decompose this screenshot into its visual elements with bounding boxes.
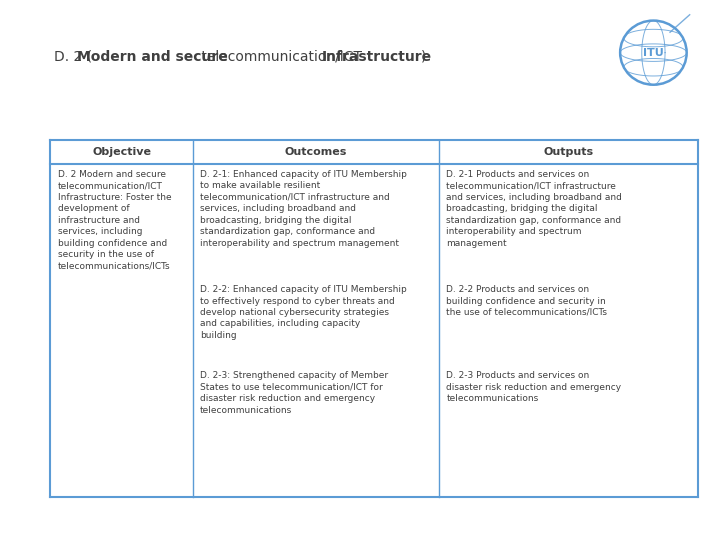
- Text: D. 2 (: D. 2 (: [54, 50, 92, 64]
- Text: D. 2-1 Products and services on
telecommunication/ICT infrastructure
and service: D. 2-1 Products and services on telecomm…: [446, 170, 622, 248]
- Text: Outputs: Outputs: [544, 147, 594, 157]
- Text: Outcomes: Outcomes: [285, 147, 347, 157]
- Text: D. 2-3 Products and services on
disaster risk reduction and emergency
telecommun: D. 2-3 Products and services on disaster…: [446, 372, 621, 403]
- Text: D. 2-1: Enhanced capacity of ITU Membership
to make available resilient
telecomm: D. 2-1: Enhanced capacity of ITU Members…: [200, 170, 407, 248]
- Text: Objective: Objective: [92, 147, 151, 157]
- Text: D. 2-2: Enhanced capacity of ITU Membership
to effectively respond to cyber thre: D. 2-2: Enhanced capacity of ITU Members…: [200, 285, 407, 340]
- Text: 54: 54: [13, 91, 30, 104]
- Text: ): ): [421, 50, 426, 64]
- Text: D. 2 Modern and secure
telecommunication/ICT
Infrastructure: Foster the
developm: D. 2 Modern and secure telecommunication…: [58, 170, 171, 271]
- Text: D. 2-3: Strengthened capacity of Member
States to use telecommunication/ICT for
: D. 2-3: Strengthened capacity of Member …: [200, 372, 388, 415]
- Text: telecommunication/ICT: telecommunication/ICT: [197, 50, 366, 64]
- Text: Modern and secure: Modern and secure: [77, 50, 228, 64]
- Text: ITU: ITU: [643, 48, 664, 58]
- Text: Infrastructure: Infrastructure: [322, 50, 432, 64]
- Text: D. 2-2 Products and services on
building confidence and security in
the use of t: D. 2-2 Products and services on building…: [446, 285, 608, 317]
